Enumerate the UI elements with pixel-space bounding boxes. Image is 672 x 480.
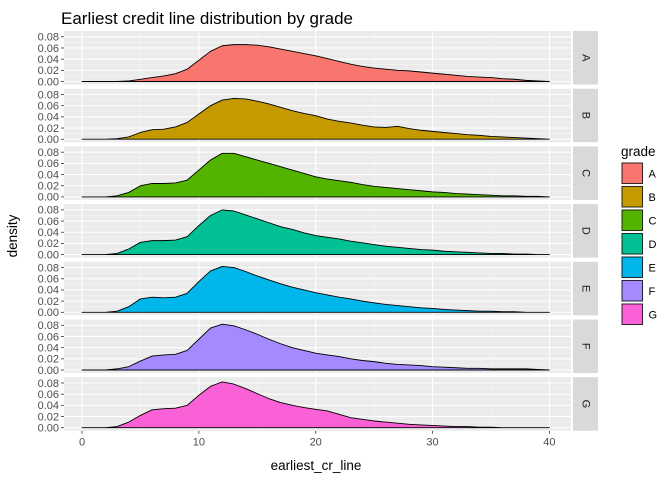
legend-label: C bbox=[649, 215, 657, 227]
y-tick-label: 0.00 bbox=[38, 249, 59, 261]
density-area-d bbox=[81, 209, 550, 256]
y-tick-label: 0.08 bbox=[38, 205, 59, 217]
legend-label: G bbox=[649, 309, 658, 321]
y-tick-label: 0.04 bbox=[38, 227, 59, 239]
facet-strip bbox=[573, 88, 598, 143]
legend-key-f bbox=[621, 280, 643, 302]
legend-label: D bbox=[649, 239, 657, 251]
x-tick-label: 20 bbox=[310, 437, 322, 449]
y-tick-label: 0.06 bbox=[38, 274, 59, 286]
y-tick-label: 0.04 bbox=[38, 342, 59, 354]
facet-strip-label: G bbox=[580, 400, 592, 409]
facet-panels: 0.000.020.040.060.08A0.000.020.040.060.0… bbox=[38, 31, 598, 435]
facet-panel-b: 0.000.020.040.060.08 B bbox=[38, 88, 598, 146]
facet-strip bbox=[573, 319, 598, 373]
legend-label: E bbox=[649, 262, 656, 274]
y-tick-label: 0.02 bbox=[38, 181, 59, 193]
y-tick-label: 0.02 bbox=[38, 411, 59, 423]
facet-strip bbox=[573, 31, 598, 85]
facet-strip bbox=[573, 261, 598, 316]
y-tick-label: 0.04 bbox=[38, 285, 59, 297]
y-tick-label: 0.06 bbox=[38, 389, 59, 401]
y-tick-label: 0.02 bbox=[38, 354, 59, 366]
density-area-b bbox=[81, 97, 550, 140]
density-area-c bbox=[81, 152, 550, 198]
y-tick-label: 0.06 bbox=[38, 100, 59, 112]
y-tick-label: 0.08 bbox=[38, 32, 59, 44]
facet-panel-e: 0.000.020.040.060.08 E bbox=[38, 261, 598, 319]
y-tick-label: 0.08 bbox=[38, 147, 59, 159]
facet-panel-g: 0.000.020.040.060.08 G bbox=[38, 377, 598, 435]
y-tick-label: 0.02 bbox=[38, 238, 59, 250]
density-area-g bbox=[81, 381, 550, 429]
x-axis-label: earliest_cr_line bbox=[271, 458, 362, 473]
density-area-f bbox=[81, 323, 550, 371]
x-tick-label: 30 bbox=[426, 437, 438, 449]
y-tick-label: 0.06 bbox=[38, 158, 59, 170]
facet-strip bbox=[573, 146, 598, 200]
y-tick-label: 0.02 bbox=[38, 65, 59, 77]
density-area-a bbox=[81, 44, 550, 82]
facet-strip bbox=[573, 377, 598, 431]
facet-panel-d: 0.000.020.040.060.08 D bbox=[38, 204, 598, 261]
x-tick-label: 40 bbox=[543, 437, 555, 449]
legend-title: grade bbox=[621, 144, 656, 159]
y-tick-label: 0.06 bbox=[38, 43, 59, 55]
x-tick-label: 0 bbox=[79, 437, 85, 449]
facet-panel-f: 0.000.020.040.060.08 F bbox=[38, 319, 598, 377]
y-tick-label: 0.04 bbox=[38, 54, 59, 66]
y-tick-label: 0.00 bbox=[38, 192, 59, 204]
chart-title: Earliest credit line distribution by gra… bbox=[61, 9, 353, 28]
facet-strip-label: A bbox=[580, 54, 592, 62]
y-tick-label: 0.00 bbox=[38, 307, 59, 319]
y-tick-label: 0.06 bbox=[38, 331, 59, 343]
y-tick-label: 0.04 bbox=[38, 400, 59, 412]
legend-key-c bbox=[621, 209, 643, 231]
legend-key-e bbox=[621, 256, 643, 278]
density-area-e bbox=[81, 266, 550, 313]
y-tick-label: 0.08 bbox=[38, 262, 59, 274]
legend-label: A bbox=[649, 168, 657, 180]
x-tick-label: 10 bbox=[193, 437, 205, 449]
y-tick-label: 0.02 bbox=[38, 123, 59, 135]
facet-strip-label: B bbox=[580, 112, 592, 119]
y-tick-label: 0.00 bbox=[38, 134, 59, 146]
y-tick-label: 0.08 bbox=[38, 378, 59, 390]
legend-label: B bbox=[649, 192, 656, 204]
facet-strip bbox=[573, 204, 598, 258]
y-tick-label: 0.00 bbox=[38, 423, 59, 435]
facet-strip-label: C bbox=[580, 169, 592, 177]
y-tick-label: 0.06 bbox=[38, 216, 59, 228]
y-tick-label: 0.00 bbox=[38, 76, 59, 88]
legend-key-a bbox=[621, 162, 643, 184]
legend-key-b bbox=[621, 186, 643, 208]
legend-label: F bbox=[649, 286, 656, 298]
facet-strip-label: E bbox=[580, 285, 592, 292]
y-axis-label: density bbox=[5, 214, 20, 257]
facet-panel-a: 0.000.020.040.060.08 A bbox=[38, 31, 598, 88]
y-tick-label: 0.04 bbox=[38, 169, 59, 181]
y-tick-label: 0.08 bbox=[38, 89, 59, 101]
y-tick-label: 0.04 bbox=[38, 112, 59, 124]
facet-strip-label: F bbox=[580, 343, 592, 350]
y-tick-label: 0.08 bbox=[38, 320, 59, 332]
facet-strip-label: D bbox=[580, 227, 592, 235]
facet-panel-c: 0.000.020.040.060.08 C bbox=[38, 146, 598, 204]
legend-key-g bbox=[621, 303, 643, 325]
y-tick-label: 0.02 bbox=[38, 296, 59, 308]
legend-key-d bbox=[621, 233, 643, 255]
y-tick-label: 0.00 bbox=[38, 365, 59, 377]
x-axis: 0 10 20 30 40 bbox=[79, 430, 556, 449]
